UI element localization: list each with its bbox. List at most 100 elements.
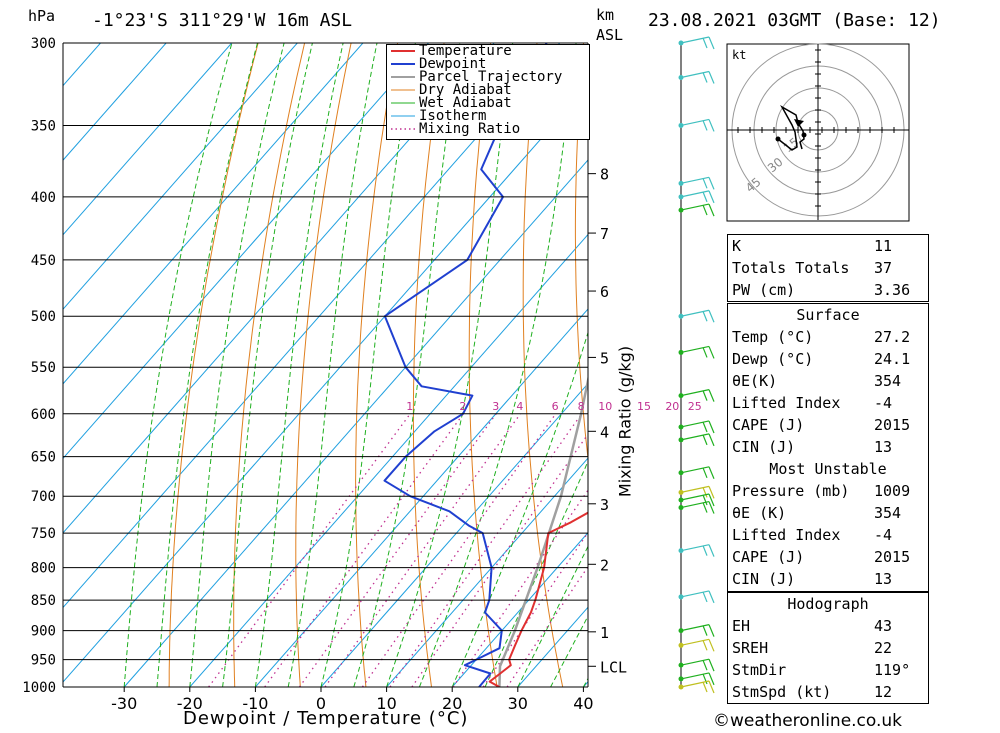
isotherm-line — [255, 308, 588, 687]
hodograph-point — [775, 136, 781, 142]
surface-temp-row: Temp (°C) 27.2 — [732, 328, 911, 346]
wet-adiabat-line — [156, 43, 258, 687]
wind-barb-flag — [708, 119, 715, 132]
x-tick-label: -10 — [242, 694, 268, 713]
isotherm-line — [63, 43, 167, 161]
wind-barb-flag — [702, 204, 708, 216]
eh-row: EH 43 — [732, 617, 893, 635]
pressure-tick-label: 950 — [31, 653, 56, 669]
wind-barb-flag — [702, 673, 708, 685]
wet-adiabat-line — [123, 43, 233, 687]
wind-barb-shaft — [680, 485, 710, 493]
wind-barb-flag — [702, 191, 708, 203]
x-tick-label: -30 — [111, 694, 137, 713]
wind-barb-flag — [702, 659, 708, 671]
height-unit-km: km — [596, 6, 615, 24]
stmdir-row: StmDir 119° — [732, 661, 911, 679]
wind-barb-flag — [708, 177, 715, 190]
dry-adiabat-line — [295, 43, 352, 687]
wind-barb-flag — [708, 433, 715, 447]
x-tick-label: -20 — [177, 694, 203, 713]
wind-barb-flag — [708, 203, 715, 217]
mu-cin-row: CIN (J) 13 — [732, 570, 893, 588]
pressure-tick-label: 300 — [31, 36, 56, 52]
legend-item-dry-adiabat: Dry Adiabat — [391, 82, 512, 98]
wind-barb-flag — [702, 311, 708, 322]
legend-item-wet-adiabat: Wet Adiabat — [391, 95, 512, 111]
wet-adiabat-line — [484, 460, 588, 687]
pressure-tick-label: 850 — [31, 593, 56, 609]
stmspd-row: StmSpd (kt) 12 — [732, 683, 893, 701]
wind-barb-shaft — [680, 680, 710, 688]
x-tick-label: 40 — [573, 694, 593, 713]
pressure-tick-label: 450 — [31, 253, 56, 269]
mixing-ratio-label: 8 — [578, 400, 585, 413]
wind-barb-shaft — [680, 420, 710, 428]
dry-adiabat-line — [233, 43, 306, 687]
mixing-ratio-line — [506, 565, 588, 687]
k-index-row: K 11 — [732, 237, 893, 255]
wind-barb-shaft — [680, 36, 710, 44]
wind-barb-flag — [708, 190, 715, 204]
wind-barb-flag — [708, 486, 715, 499]
height-tick-label: LCL — [600, 658, 627, 676]
wet-adiabat-line — [222, 43, 313, 687]
temperature-line — [488, 511, 588, 687]
mixing-ratio-line — [298, 413, 497, 687]
legend-item-temperature: Temperature — [391, 43, 512, 59]
dry-adiabat-line — [956, 43, 1000, 687]
legend-item-parcel: Parcel Trajectory — [391, 69, 563, 85]
wind-barb-shaft — [680, 203, 710, 211]
wind-barb-flag — [702, 72, 708, 83]
wind-barb-flag — [708, 493, 715, 507]
wind-barb-flag — [702, 487, 708, 498]
wind-barb-shaft — [680, 118, 710, 127]
forecast-datetime: 23.08.2021 03GMT (Base: 12) — [648, 10, 941, 31]
mixing-ratio-line — [264, 413, 464, 687]
isotherm-line — [63, 43, 429, 460]
wind-barb-shaft — [680, 624, 710, 632]
isotherm-line — [386, 457, 588, 687]
x-tick-label: 20 — [442, 694, 462, 713]
wind-barb-shaft — [680, 544, 710, 552]
wind-barb-flag — [708, 466, 715, 480]
parcel-trajectory-line — [498, 374, 588, 687]
height-tick-label: 6 — [600, 283, 609, 301]
wind-barb-shaft — [680, 493, 710, 501]
wet-adiabat-line — [254, 43, 344, 687]
wind-barb-shaft — [680, 590, 710, 598]
wet-adiabat-line — [550, 615, 588, 687]
wind-barb-flag — [702, 421, 708, 433]
mixing-ratio-label: 3 — [492, 400, 499, 413]
surface-cape-row: CAPE (J) 2015 — [732, 416, 911, 434]
pressure-tick-label: 550 — [31, 360, 56, 376]
hodograph-panel: Hodograph EH 43 SREH 22 StmDir 119° StmSpd … — [727, 592, 929, 704]
wind-barb-shaft — [680, 176, 710, 184]
mu-pressure-row: Pressure (mb) 1009 — [732, 482, 911, 500]
hodograph-title: Hodograph — [787, 595, 869, 613]
dewpoint-line — [383, 43, 548, 687]
isotherm-line — [189, 233, 588, 687]
height-tick-label: 7 — [600, 225, 609, 243]
hodograph-unit: kt — [732, 48, 746, 62]
height-unit-asl: ASL — [596, 26, 624, 44]
isotherm-line — [63, 43, 364, 385]
pressure-tick-label: 650 — [31, 450, 56, 466]
isotherm-line — [63, 43, 495, 534]
chart-legend: Temperature Dewpoint Parcel Trajectory D… — [386, 44, 590, 140]
pressure-tick-label: 800 — [31, 561, 56, 577]
mixing-ratio-label: 2 — [459, 400, 466, 413]
mixing-ratio-label: 25 — [688, 400, 702, 413]
wind-barb-flag — [708, 310, 715, 323]
surface-lifted-index-row: Lifted Index -4 — [732, 394, 893, 412]
wind-barb-shaft — [680, 658, 710, 666]
wind-barb-flag — [702, 467, 708, 479]
legend-item-mixing-ratio: Mixing Ratio — [391, 121, 521, 137]
wind-barb-flag — [708, 501, 715, 514]
height-tick-label: 5 — [600, 349, 609, 367]
isotherm-line — [63, 43, 233, 236]
pressure-tick-label: 750 — [31, 526, 56, 542]
wind-barb-flag — [708, 624, 715, 637]
dry-adiabat-line — [168, 43, 259, 687]
